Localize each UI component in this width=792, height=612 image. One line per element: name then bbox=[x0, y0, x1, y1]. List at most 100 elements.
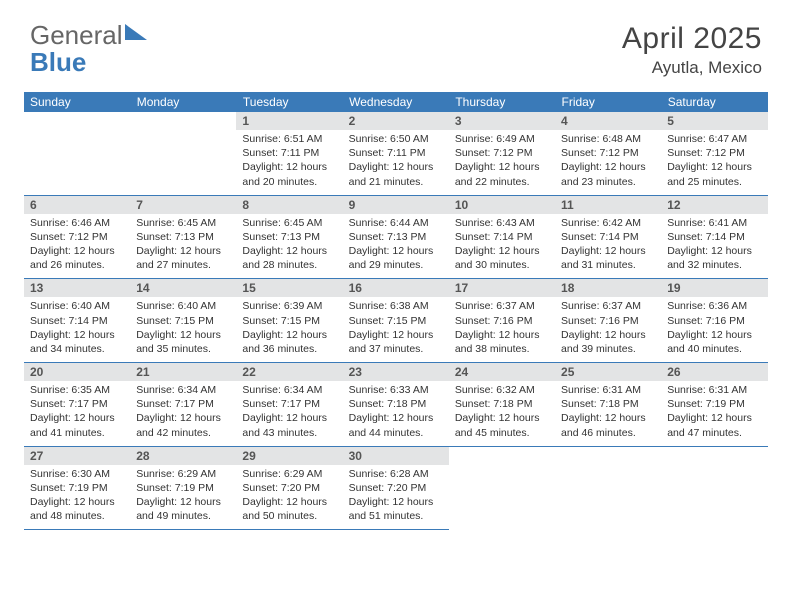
day-info: Sunrise: 6:49 AMSunset: 7:12 PMDaylight:… bbox=[449, 130, 555, 189]
weekday-monday: Monday bbox=[130, 92, 236, 112]
day-info: Sunrise: 6:34 AMSunset: 7:17 PMDaylight:… bbox=[236, 381, 342, 440]
triangle-icon bbox=[125, 24, 147, 40]
day-info: Sunrise: 6:28 AMSunset: 7:20 PMDaylight:… bbox=[343, 465, 449, 524]
calendar-cell-6: 6Sunrise: 6:46 AMSunset: 7:12 PMDaylight… bbox=[24, 195, 130, 279]
header: GeneralBlue April 2025 Ayutla, Mexico bbox=[0, 0, 792, 86]
day-info: Sunrise: 6:37 AMSunset: 7:16 PMDaylight:… bbox=[449, 297, 555, 356]
calendar-cell-8: 8Sunrise: 6:45 AMSunset: 7:13 PMDaylight… bbox=[236, 195, 342, 279]
day-number: 13 bbox=[24, 279, 130, 297]
calendar-cell-23: 23Sunrise: 6:33 AMSunset: 7:18 PMDayligh… bbox=[343, 363, 449, 447]
calendar-cell-28: 28Sunrise: 6:29 AMSunset: 7:19 PMDayligh… bbox=[130, 446, 236, 530]
calendar-cell-4: 4Sunrise: 6:48 AMSunset: 7:12 PMDaylight… bbox=[555, 112, 661, 195]
calendar-row: 13Sunrise: 6:40 AMSunset: 7:14 PMDayligh… bbox=[24, 279, 768, 363]
day-number: 18 bbox=[555, 279, 661, 297]
day-number: 9 bbox=[343, 196, 449, 214]
calendar-cell-7: 7Sunrise: 6:45 AMSunset: 7:13 PMDaylight… bbox=[130, 195, 236, 279]
day-number: 4 bbox=[555, 112, 661, 130]
day-number: 15 bbox=[236, 279, 342, 297]
day-info: Sunrise: 6:35 AMSunset: 7:17 PMDaylight:… bbox=[24, 381, 130, 440]
day-number: 1 bbox=[236, 112, 342, 130]
weekday-friday: Friday bbox=[555, 92, 661, 112]
weekday-header-row: SundayMondayTuesdayWednesdayThursdayFrid… bbox=[24, 92, 768, 112]
calendar-cell-17: 17Sunrise: 6:37 AMSunset: 7:16 PMDayligh… bbox=[449, 279, 555, 363]
day-info: Sunrise: 6:31 AMSunset: 7:18 PMDaylight:… bbox=[555, 381, 661, 440]
weekday-wednesday: Wednesday bbox=[343, 92, 449, 112]
calendar-cell-18: 18Sunrise: 6:37 AMSunset: 7:16 PMDayligh… bbox=[555, 279, 661, 363]
day-info: Sunrise: 6:32 AMSunset: 7:18 PMDaylight:… bbox=[449, 381, 555, 440]
day-info: Sunrise: 6:40 AMSunset: 7:14 PMDaylight:… bbox=[24, 297, 130, 356]
day-info: Sunrise: 6:45 AMSunset: 7:13 PMDaylight:… bbox=[130, 214, 236, 273]
calendar-cell-14: 14Sunrise: 6:40 AMSunset: 7:15 PMDayligh… bbox=[130, 279, 236, 363]
calendar-cell-3: 3Sunrise: 6:49 AMSunset: 7:12 PMDaylight… bbox=[449, 112, 555, 195]
day-number: 7 bbox=[130, 196, 236, 214]
day-number: 22 bbox=[236, 363, 342, 381]
calendar-cell-11: 11Sunrise: 6:42 AMSunset: 7:14 PMDayligh… bbox=[555, 195, 661, 279]
day-number: 28 bbox=[130, 447, 236, 465]
day-info: Sunrise: 6:47 AMSunset: 7:12 PMDaylight:… bbox=[661, 130, 767, 189]
weekday-thursday: Thursday bbox=[449, 92, 555, 112]
calendar-cell-24: 24Sunrise: 6:32 AMSunset: 7:18 PMDayligh… bbox=[449, 363, 555, 447]
day-info: Sunrise: 6:46 AMSunset: 7:12 PMDaylight:… bbox=[24, 214, 130, 273]
calendar-row: 1Sunrise: 6:51 AMSunset: 7:11 PMDaylight… bbox=[24, 112, 768, 195]
calendar-cell-9: 9Sunrise: 6:44 AMSunset: 7:13 PMDaylight… bbox=[343, 195, 449, 279]
title-block: April 2025 Ayutla, Mexico bbox=[622, 22, 762, 78]
day-info: Sunrise: 6:51 AMSunset: 7:11 PMDaylight:… bbox=[236, 130, 342, 189]
calendar-row: 20Sunrise: 6:35 AMSunset: 7:17 PMDayligh… bbox=[24, 363, 768, 447]
day-number: 27 bbox=[24, 447, 130, 465]
calendar-cell-13: 13Sunrise: 6:40 AMSunset: 7:14 PMDayligh… bbox=[24, 279, 130, 363]
day-number: 19 bbox=[661, 279, 767, 297]
day-info: Sunrise: 6:36 AMSunset: 7:16 PMDaylight:… bbox=[661, 297, 767, 356]
calendar-row: 27Sunrise: 6:30 AMSunset: 7:19 PMDayligh… bbox=[24, 446, 768, 530]
day-number: 3 bbox=[449, 112, 555, 130]
calendar-cell-15: 15Sunrise: 6:39 AMSunset: 7:15 PMDayligh… bbox=[236, 279, 342, 363]
calendar-cell-2: 2Sunrise: 6:50 AMSunset: 7:11 PMDaylight… bbox=[343, 112, 449, 195]
day-info: Sunrise: 6:40 AMSunset: 7:15 PMDaylight:… bbox=[130, 297, 236, 356]
day-number: 11 bbox=[555, 196, 661, 214]
day-number: 17 bbox=[449, 279, 555, 297]
calendar-cell-27: 27Sunrise: 6:30 AMSunset: 7:19 PMDayligh… bbox=[24, 446, 130, 530]
calendar-cell-10: 10Sunrise: 6:43 AMSunset: 7:14 PMDayligh… bbox=[449, 195, 555, 279]
calendar-cell-16: 16Sunrise: 6:38 AMSunset: 7:15 PMDayligh… bbox=[343, 279, 449, 363]
day-info: Sunrise: 6:41 AMSunset: 7:14 PMDaylight:… bbox=[661, 214, 767, 273]
day-info: Sunrise: 6:43 AMSunset: 7:14 PMDaylight:… bbox=[449, 214, 555, 273]
calendar-cell-21: 21Sunrise: 6:34 AMSunset: 7:17 PMDayligh… bbox=[130, 363, 236, 447]
calendar-row: 6Sunrise: 6:46 AMSunset: 7:12 PMDaylight… bbox=[24, 195, 768, 279]
day-number: 30 bbox=[343, 447, 449, 465]
day-number: 12 bbox=[661, 196, 767, 214]
day-info: Sunrise: 6:29 AMSunset: 7:20 PMDaylight:… bbox=[236, 465, 342, 524]
calendar-cell-25: 25Sunrise: 6:31 AMSunset: 7:18 PMDayligh… bbox=[555, 363, 661, 447]
calendar-cell-30: 30Sunrise: 6:28 AMSunset: 7:20 PMDayligh… bbox=[343, 446, 449, 530]
day-info: Sunrise: 6:29 AMSunset: 7:19 PMDaylight:… bbox=[130, 465, 236, 524]
day-number: 29 bbox=[236, 447, 342, 465]
day-number: 24 bbox=[449, 363, 555, 381]
day-number: 10 bbox=[449, 196, 555, 214]
day-info: Sunrise: 6:38 AMSunset: 7:15 PMDaylight:… bbox=[343, 297, 449, 356]
calendar-cell-29: 29Sunrise: 6:29 AMSunset: 7:20 PMDayligh… bbox=[236, 446, 342, 530]
day-number: 2 bbox=[343, 112, 449, 130]
day-number: 16 bbox=[343, 279, 449, 297]
calendar-cell-5: 5Sunrise: 6:47 AMSunset: 7:12 PMDaylight… bbox=[661, 112, 767, 195]
day-number: 21 bbox=[130, 363, 236, 381]
day-info: Sunrise: 6:31 AMSunset: 7:19 PMDaylight:… bbox=[661, 381, 767, 440]
location: Ayutla, Mexico bbox=[622, 58, 762, 78]
day-info: Sunrise: 6:34 AMSunset: 7:17 PMDaylight:… bbox=[130, 381, 236, 440]
weekday-saturday: Saturday bbox=[661, 92, 767, 112]
calendar-cell-1: 1Sunrise: 6:51 AMSunset: 7:11 PMDaylight… bbox=[236, 112, 342, 195]
page-title: April 2025 bbox=[622, 22, 762, 56]
calendar-cell-22: 22Sunrise: 6:34 AMSunset: 7:17 PMDayligh… bbox=[236, 363, 342, 447]
day-info: Sunrise: 6:45 AMSunset: 7:13 PMDaylight:… bbox=[236, 214, 342, 273]
day-info: Sunrise: 6:30 AMSunset: 7:19 PMDaylight:… bbox=[24, 465, 130, 524]
calendar-cell-empty bbox=[661, 446, 767, 530]
day-info: Sunrise: 6:44 AMSunset: 7:13 PMDaylight:… bbox=[343, 214, 449, 273]
weekday-tuesday: Tuesday bbox=[236, 92, 342, 112]
calendar-cell-empty bbox=[449, 446, 555, 530]
day-number: 5 bbox=[661, 112, 767, 130]
brand-logo: GeneralBlue bbox=[30, 22, 143, 77]
day-info: Sunrise: 6:39 AMSunset: 7:15 PMDaylight:… bbox=[236, 297, 342, 356]
calendar-cell-20: 20Sunrise: 6:35 AMSunset: 7:17 PMDayligh… bbox=[24, 363, 130, 447]
calendar-cell-26: 26Sunrise: 6:31 AMSunset: 7:19 PMDayligh… bbox=[661, 363, 767, 447]
day-number: 23 bbox=[343, 363, 449, 381]
calendar-cell-19: 19Sunrise: 6:36 AMSunset: 7:16 PMDayligh… bbox=[661, 279, 767, 363]
calendar-cell-empty bbox=[555, 446, 661, 530]
day-info: Sunrise: 6:33 AMSunset: 7:18 PMDaylight:… bbox=[343, 381, 449, 440]
